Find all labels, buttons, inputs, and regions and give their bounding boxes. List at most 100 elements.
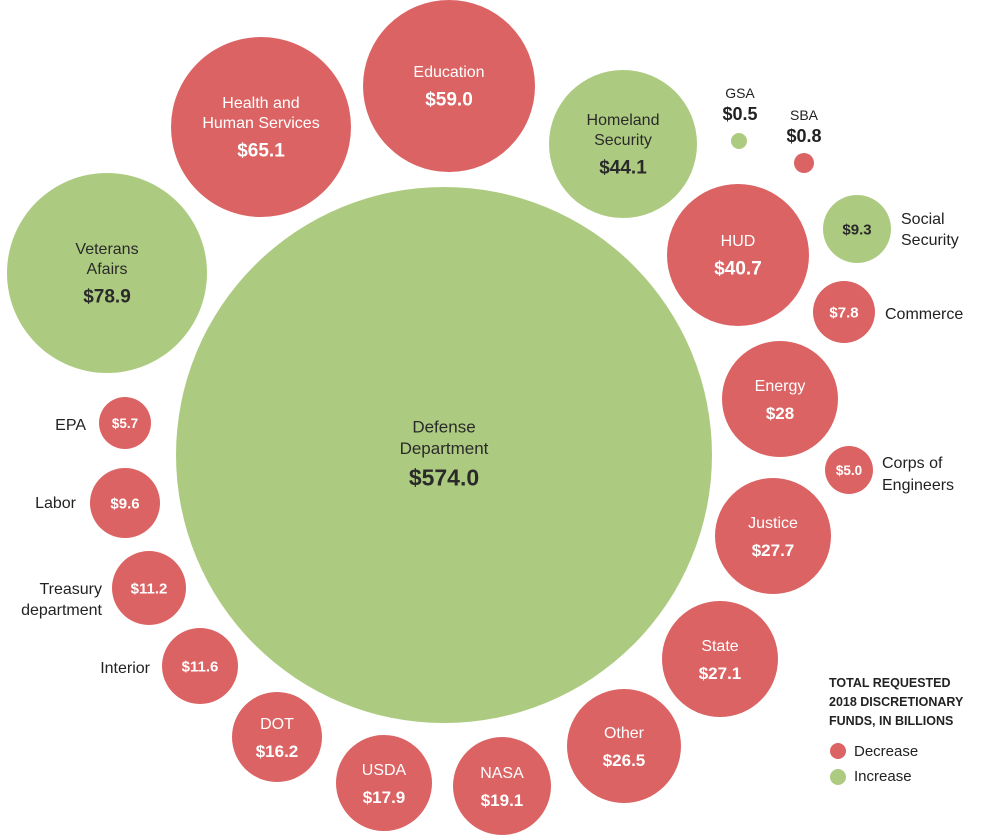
bubble-education: Education $59.0 bbox=[363, 0, 535, 172]
bubble-value-homeland-security: $44.1 bbox=[599, 157, 647, 178]
bubble-name-other-line-1: Other bbox=[604, 725, 645, 742]
bubble-circle-dot bbox=[232, 692, 322, 782]
bubble-circle-sba bbox=[794, 153, 814, 173]
bubble-circle-homeland-security bbox=[549, 70, 697, 218]
bubble-circle-hud bbox=[667, 184, 809, 326]
bubble-name-treasury-department-line-2: department bbox=[21, 602, 102, 619]
bubble-value-energy: $28 bbox=[766, 404, 794, 423]
bubble-circle-defense-department bbox=[176, 187, 712, 723]
bubble-name-gsa: GSA bbox=[725, 85, 755, 101]
bubble-homeland-security: Homeland Security $44.1 bbox=[549, 70, 697, 218]
bubble-name-defense-department-line-2: Department bbox=[400, 439, 489, 458]
bubble-name-justice-line-1: Justice bbox=[748, 515, 798, 532]
bubble-name-health-and-human-services-line-1: Health and bbox=[222, 95, 299, 112]
bubble-value-dot: $16.2 bbox=[256, 742, 299, 761]
bubble-circle-gsa bbox=[731, 133, 747, 149]
bubble-circle-usda bbox=[336, 735, 432, 831]
bubble-other: Other $26.5 bbox=[567, 689, 681, 803]
legend-label-decrease: Decrease bbox=[854, 743, 918, 760]
legend-swatch-increase bbox=[830, 769, 846, 785]
bubble-nasa: NASA $19.1 bbox=[453, 737, 551, 835]
legend-title-line-3: FUNDS, IN BILLIONS bbox=[829, 714, 953, 728]
bubble-circle-labor bbox=[90, 468, 160, 538]
bubble-circle-health-and-human-services bbox=[171, 37, 351, 217]
bubble-name-corps-of-engineers-line-2: Engineers bbox=[882, 477, 954, 494]
bubble-value-justice: $27.7 bbox=[752, 541, 795, 560]
bubble-value-education: $59.0 bbox=[425, 89, 473, 110]
bubble-value-epa: $5.7 bbox=[112, 416, 138, 431]
bubble-veterans-afairs: Veterans Afairs $78.9 bbox=[7, 173, 207, 373]
bubble-circle-interior bbox=[162, 628, 238, 704]
bubble-name-hud-line-1: HUD bbox=[721, 233, 756, 250]
bubble-name-dot-line-1: DOT bbox=[260, 716, 294, 733]
bubble-circle-social-security bbox=[823, 195, 891, 263]
bubble-name-interior-line-1: Interior bbox=[100, 660, 150, 677]
bubble-labor: $9.6 Labor bbox=[35, 468, 160, 538]
bubble-value-gsa: $0.5 bbox=[722, 104, 757, 124]
bubble-energy: Energy $28 bbox=[722, 341, 838, 457]
bubbles-group: Defense Department $574.0 Veterans Afairs $78… bbox=[7, 0, 963, 835]
bubble-value-treasury-department: $11.2 bbox=[131, 580, 168, 597]
bubble-value-defense-department: $574.0 bbox=[409, 465, 479, 491]
bubble-value-state: $27.1 bbox=[699, 664, 742, 683]
bubble-name-homeland-security-line-1: Homeland bbox=[587, 112, 660, 129]
bubble-value-labor: $9.6 bbox=[110, 495, 139, 512]
bubble-name-social-security-line-2: Security bbox=[901, 232, 959, 249]
bubble-name-usda-line-1: USDA bbox=[362, 762, 407, 779]
bubble-name-energy-line-1: Energy bbox=[755, 378, 806, 395]
bubble-name-labor-line-1: Labor bbox=[35, 495, 77, 512]
bubble-name-defense-department-line-1: Defense bbox=[412, 418, 475, 437]
bubble-name-social-security-line-1: Social bbox=[901, 211, 945, 228]
bubble-name-education-line-1: Education bbox=[413, 64, 484, 81]
bubble-circle-energy bbox=[722, 341, 838, 457]
bubble-interior: $11.6 Interior bbox=[100, 628, 238, 704]
bubble-state: State $27.1 bbox=[662, 601, 778, 717]
bubble-defense-department: Defense Department $574.0 bbox=[176, 187, 712, 723]
bubble-name-state-line-1: State bbox=[701, 638, 738, 655]
bubble-value-sba: $0.8 bbox=[786, 126, 821, 146]
bubble-sba: SBA $0.8 bbox=[786, 107, 822, 173]
legend-title-line-2: 2018 DISCRETIONARY bbox=[829, 695, 964, 709]
bubble-circle-other bbox=[567, 689, 681, 803]
bubble-name-corps-of-engineers-line-1: Corps of bbox=[882, 455, 943, 472]
bubble-value-commerce: $7.8 bbox=[829, 304, 858, 321]
legend-label-increase: Increase bbox=[854, 768, 912, 785]
bubble-commerce: $7.8 Commerce bbox=[813, 281, 963, 343]
bubble-name-commerce-line-1: Commerce bbox=[885, 306, 963, 323]
bubble-health-and-human-services: Health and Human Services $65.1 bbox=[171, 37, 351, 217]
bubble-corps-of-engineers: $5.0 Corps of Engineers bbox=[825, 446, 954, 494]
bubble-value-nasa: $19.1 bbox=[481, 791, 524, 810]
bubble-name-homeland-security-line-2: Security bbox=[594, 132, 652, 149]
bubble-name-nasa-line-1: NASA bbox=[480, 765, 524, 782]
bubble-treasury-department: $11.2 Treasury department bbox=[21, 551, 186, 625]
bubble-circle-treasury-department bbox=[112, 551, 186, 625]
bubble-value-other: $26.5 bbox=[603, 751, 646, 770]
bubble-value-social-security: $9.3 bbox=[842, 221, 871, 238]
bubble-name-veterans-afairs-line-2: Afairs bbox=[87, 261, 128, 278]
bubble-name-health-and-human-services-line-2: Human Services bbox=[202, 115, 319, 132]
bubble-name-sba: SBA bbox=[790, 107, 819, 123]
bubble-circle-commerce bbox=[813, 281, 875, 343]
bubble-hud: HUD $40.7 bbox=[667, 184, 809, 326]
bubble-circle-epa bbox=[99, 397, 151, 449]
legend: TOTAL REQUESTED 2018 DISCRETIONARY FUNDS… bbox=[829, 676, 964, 785]
bubble-value-health-and-human-services: $65.1 bbox=[237, 140, 285, 161]
legend-title-line-1: TOTAL REQUESTED bbox=[829, 676, 951, 690]
bubble-circle-nasa bbox=[453, 737, 551, 835]
bubble-circle-education bbox=[363, 0, 535, 172]
bubble-dot: DOT $16.2 bbox=[232, 692, 322, 782]
bubble-circle-state bbox=[662, 601, 778, 717]
bubble-circle-corps-of-engineers bbox=[825, 446, 873, 494]
bubble-name-epa-line-1: EPA bbox=[55, 417, 86, 434]
bubble-value-corps-of-engineers: $5.0 bbox=[836, 463, 862, 478]
bubble-value-hud: $40.7 bbox=[714, 258, 762, 279]
bubble-gsa: GSA $0.5 bbox=[722, 85, 758, 149]
legend-swatch-decrease bbox=[830, 743, 846, 759]
bubble-name-veterans-afairs-line-1: Veterans bbox=[75, 241, 138, 258]
bubble-epa: $5.7 EPA bbox=[55, 397, 151, 449]
bubble-value-interior: $11.6 bbox=[182, 658, 219, 675]
bubble-name-treasury-department-line-1: Treasury bbox=[39, 581, 102, 598]
bubble-usda: USDA $17.9 bbox=[336, 735, 432, 831]
bubble-justice: Justice $27.7 bbox=[715, 478, 831, 594]
